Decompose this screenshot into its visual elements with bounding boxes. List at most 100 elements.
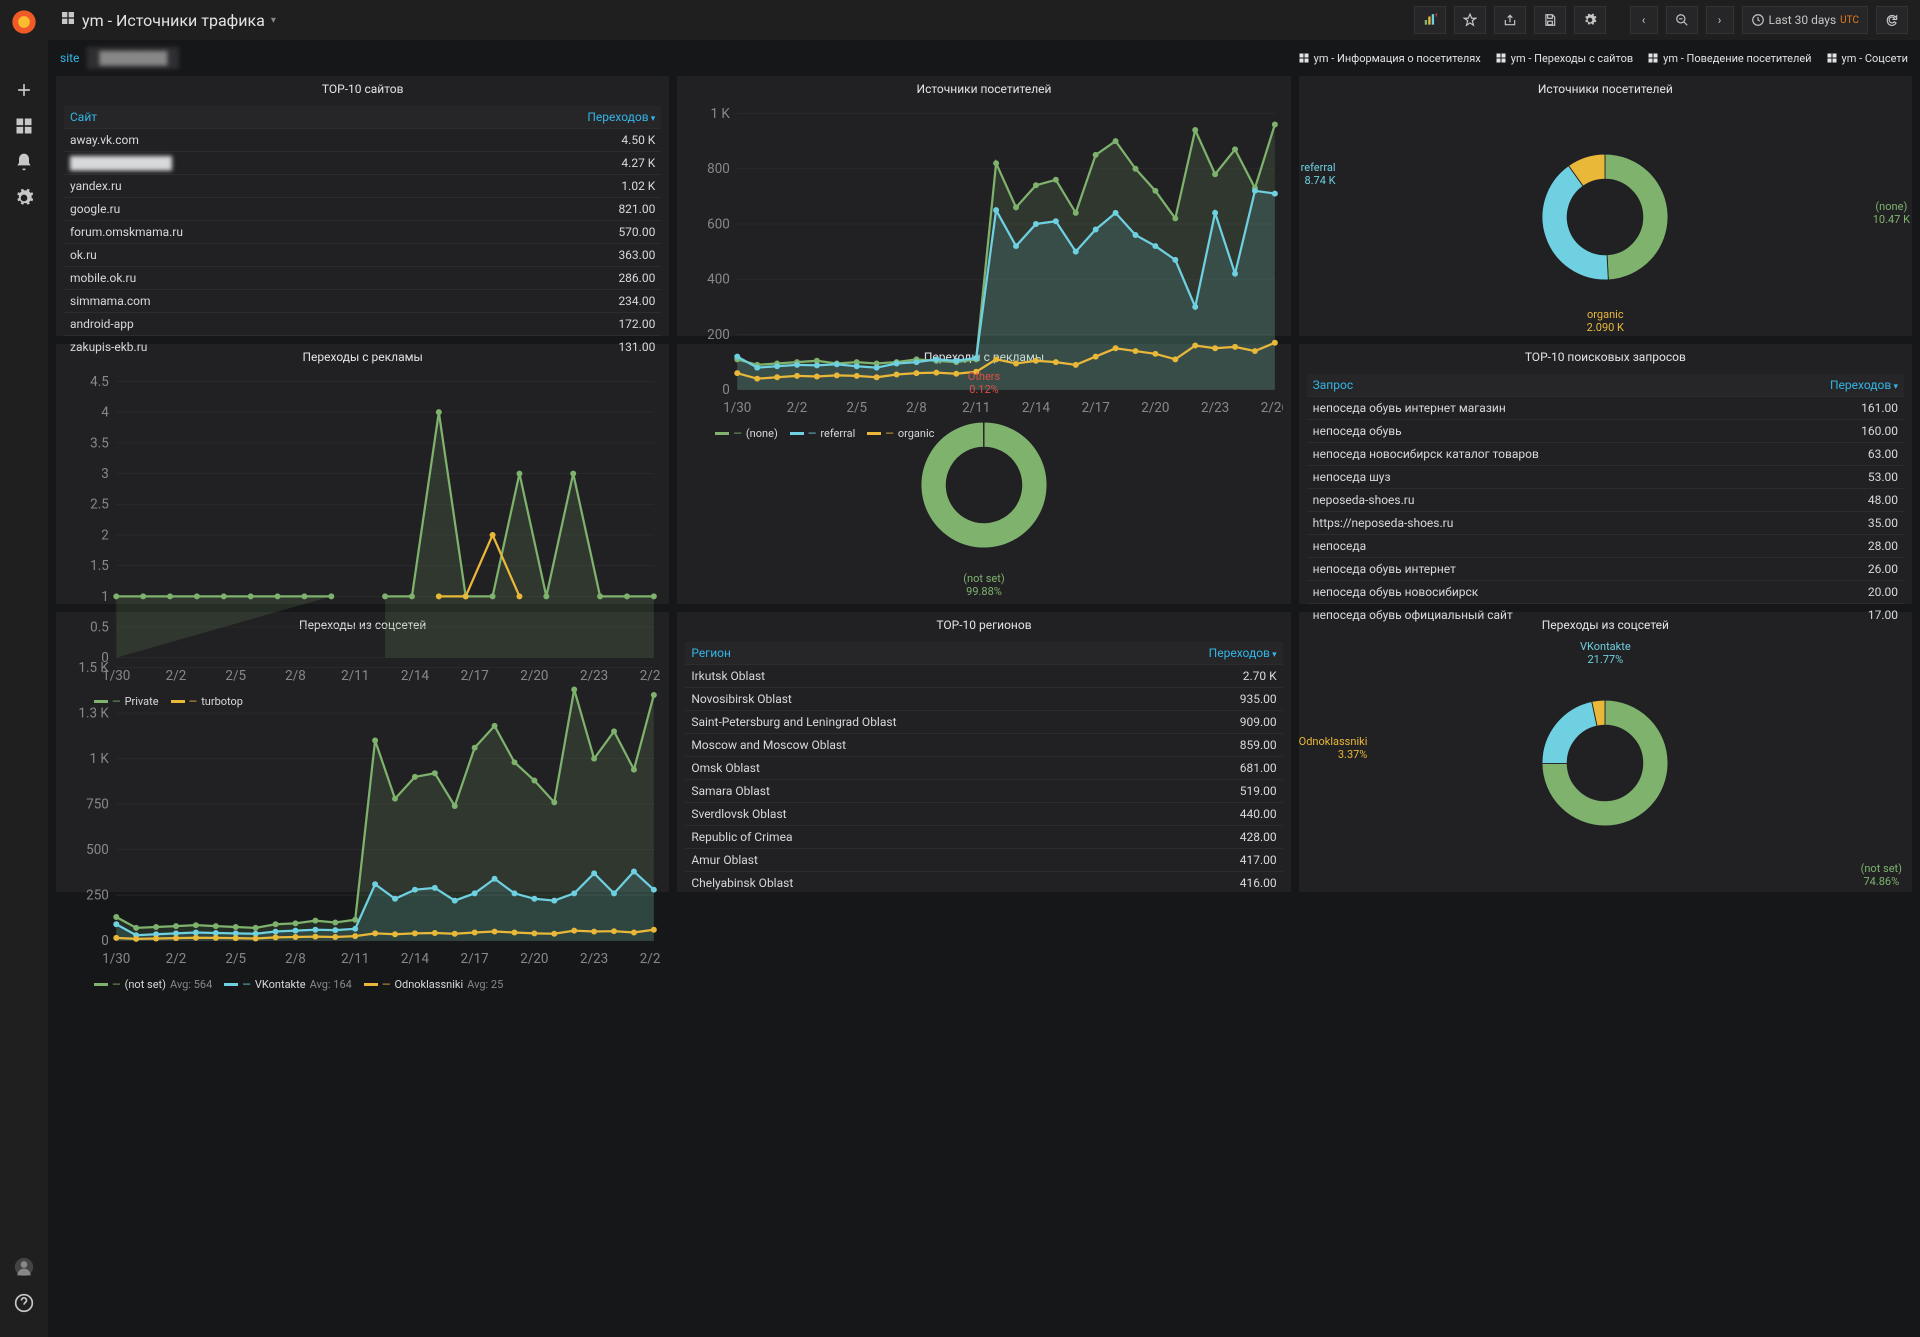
save-button[interactable] [1534,6,1566,34]
site-var-value[interactable]: ████████ [87,47,179,69]
svg-text:1: 1 [101,590,109,605]
table-row[interactable]: Moscow and Moscow Oblast859.00 [685,734,1282,757]
table-row[interactable]: Chelyabinsk Oblast416.00 [685,872,1282,895]
table-row[interactable]: neposeda-shoes.ru48.00 [1307,489,1904,512]
panel-ads-donut: Переходы с рекламы (not set)99.88%Others… [677,344,1290,604]
time-range-label: Last 30 days [1769,13,1837,27]
site-var-label: site [60,51,79,65]
share-button[interactable] [1494,6,1526,34]
time-back-button[interactable]: ‹ [1630,6,1658,34]
svg-text:200: 200 [707,328,730,343]
panel-title: Источники посетителей [677,76,1290,102]
table-row[interactable]: непоседа обувь160.00 [1307,420,1904,443]
utc-label: UTC [1840,15,1859,26]
table-row[interactable]: google.ru821.00 [64,198,661,221]
svg-text:0.5: 0.5 [90,621,109,636]
table-row[interactable]: Republic of Crimea428.00 [685,826,1282,849]
table-header[interactable]: Сайт [64,106,428,129]
table-row[interactable]: mobile.ok.ru286.00 [64,267,661,290]
svg-text:3.5: 3.5 [90,436,109,451]
svg-text:2/5: 2/5 [225,952,246,967]
table-row[interactable]: forum.omskmama.ru570.00 [64,221,661,244]
table-header[interactable]: Запрос [1307,374,1754,397]
svg-text:800: 800 [707,162,730,177]
svg-text:2: 2 [101,528,109,543]
table-row[interactable]: ok.ru363.00 [64,244,661,267]
settings-icon[interactable] [14,188,34,208]
svg-text:2/14: 2/14 [401,952,430,967]
time-forward-button[interactable]: › [1706,6,1734,34]
svg-text:2/20: 2/20 [520,952,548,967]
svg-text:400: 400 [707,273,730,288]
settings-button[interactable] [1574,6,1606,34]
table-row[interactable]: непоседа обувь интернет26.00 [1307,558,1904,581]
legend-item[interactable]: — VKontakte Avg: 164 [224,978,352,991]
donut-label: (not set)74.86% [1861,862,1902,888]
panel-title: TOP-10 поисковых запросов [1299,344,1912,370]
table-row[interactable]: Irkutsk Oblast2.70 K [685,665,1282,688]
svg-text:4.5: 4.5 [90,375,109,390]
panel-title: TOP-10 сайтов [56,76,669,102]
table-header[interactable]: Переходов [1754,374,1904,397]
table-row[interactable]: zakupis-ekb.ru131.00 [64,336,661,359]
svg-text:750: 750 [86,798,109,813]
table-row[interactable]: yandex.ru1.02 K [64,175,661,198]
table-row[interactable]: непоседа обувь официальный сайт17.00 [1307,604,1904,627]
table-row[interactable]: непоседа шуз53.00 [1307,466,1904,489]
panel-title: Источники посетителей [1299,76,1912,102]
svg-text:0: 0 [101,934,109,949]
dashboard-link[interactable]: ym - Переходы с сайтов [1495,52,1633,65]
table-row[interactable]: непоседа28.00 [1307,535,1904,558]
table-row[interactable]: непоседа обувь интернет магазин161.00 [1307,397,1904,420]
donut-label: (not set)99.88% [963,572,1004,598]
table-row[interactable]: Omsk Oblast681.00 [685,757,1282,780]
table-header[interactable]: Переходов [428,106,661,129]
dashboards-icon[interactable] [14,116,34,136]
dashboard-link[interactable]: ym - Соцсети [1826,52,1908,65]
zoom-out-button[interactable] [1666,6,1698,34]
table-row[interactable]: Samara Oblast519.00 [685,780,1282,803]
dashboard-link[interactable]: ym - Поведение посетителей [1647,52,1811,65]
donut-label: VKontakte21.77% [1580,640,1631,666]
grafana-logo[interactable] [10,8,38,36]
svg-text:2/11: 2/11 [341,952,369,967]
table-row[interactable]: непоседа новосибирск каталог товаров63.0… [1307,443,1904,466]
svg-text:3: 3 [101,467,109,482]
table-row[interactable]: away.vk.com4.50 K [64,129,661,152]
refresh-button[interactable] [1876,6,1908,34]
dashboard-link[interactable]: ym - Информация о посетителях [1298,52,1481,65]
table-row[interactable]: simmama.com234.00 [64,290,661,313]
legend-item[interactable]: — Odnoklassniki Avg: 25 [364,978,503,991]
add-panel-button[interactable]: + [1414,6,1446,34]
svg-text:2/2: 2/2 [166,952,187,967]
dashboard-title[interactable]: ym - Источники трафика ▾ [60,10,276,30]
svg-text:250: 250 [86,889,109,904]
panel-top10-queries: TOP-10 поисковых запросов ЗапросПереходо… [1299,344,1912,604]
panel-top10-sites: TOP-10 сайтов СайтПереходовaway.vk.com4.… [56,76,669,336]
plus-icon[interactable] [14,80,34,100]
svg-text:2/17: 2/17 [461,952,489,967]
table-header[interactable]: Регион [685,642,1122,665]
table-row[interactable]: Saint-Petersburg and Leningrad Oblast909… [685,711,1282,734]
table-row[interactable]: https://neposeda-shoes.ru35.00 [1307,512,1904,535]
table-row[interactable]: Amur Oblast417.00 [685,849,1282,872]
table-row[interactable]: android-app172.00 [64,313,661,336]
star-button[interactable] [1454,6,1486,34]
help-icon[interactable] [14,1293,34,1313]
donut-label: (none)10.47 K [1873,200,1910,226]
legend-item[interactable]: — (not set) Avg: 564 [94,978,212,991]
svg-text:1/30: 1/30 [102,952,130,967]
subbar: site ████████ ym - Информация о посетите… [48,40,1920,76]
table-header[interactable]: Переходов [1122,642,1283,665]
table-row[interactable]: Sverdlovsk Oblast440.00 [685,803,1282,826]
table-row[interactable]: ████████████4.27 K [64,152,661,175]
table-row[interactable]: Novosibirsk Oblast935.00 [685,688,1282,711]
svg-text:2/26: 2/26 [640,952,662,967]
donut-label: referral8.74 K [1301,161,1336,187]
svg-text:1.5: 1.5 [90,559,109,574]
table-row[interactable]: непоседа обувь новосибирск20.00 [1307,581,1904,604]
alert-icon[interactable] [14,152,34,172]
time-range-button[interactable]: Last 30 days UTC [1742,6,1868,34]
avatar-icon[interactable] [14,1257,34,1277]
svg-text:1 K: 1 K [90,752,110,767]
